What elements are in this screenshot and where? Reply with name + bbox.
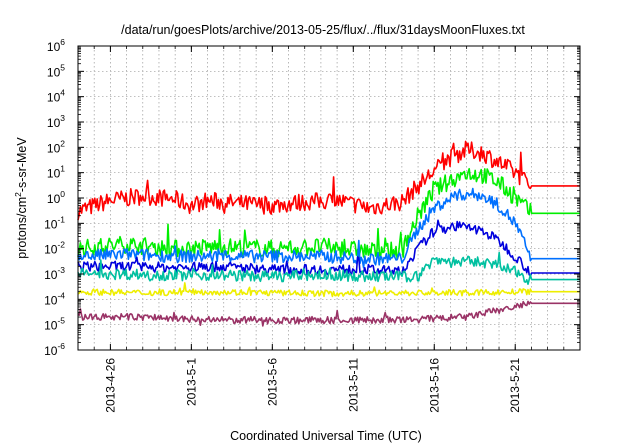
y-tick-exp: -1 [57,214,65,224]
y-tick-label: 105 [47,62,65,79]
flux-series-line [77,251,580,285]
y-tick-base: 10 [44,217,58,231]
y-tick-label: 102 [47,138,65,155]
y-tick-base: 10 [47,141,61,155]
x-axis-label: Coordinated Universal Time (UTC) [230,429,422,443]
y-tick-base: 10 [44,344,58,358]
y-tick-exp: 1 [60,164,65,174]
y-tick-base: 10 [47,91,61,105]
y-tick-base: 10 [44,268,58,282]
y-tick-label: 10-4 [44,290,65,307]
y-tick-exp: 3 [60,113,65,123]
y-axis-label-main: protons/cm [15,197,29,259]
y-tick-label: 10-3 [44,265,65,282]
y-tick-base: 10 [44,319,58,333]
y-tick-label: 10-2 [44,240,65,257]
y-tick-base: 10 [47,167,61,181]
y-tick-exp: 5 [60,62,65,72]
y-axis-label-sup: 2 [13,192,23,197]
y-tick-label: 106 [47,37,65,54]
y-tick-base: 10 [44,243,58,257]
x-tick-label: 2013-5-1 [184,358,198,406]
x-tick-label: 2013-5-11 [346,358,360,412]
y-tick-exp: -3 [57,265,65,275]
data-series [77,140,580,327]
y-axis-label-rest: -s-sr-MeV [15,137,29,193]
y-tick-label: 10-5 [44,316,65,333]
x-tick-label: 2013-4-26 [103,358,117,413]
y-tick-base: 10 [47,65,61,79]
y-tick-exp: -4 [57,290,65,300]
y-axis-label: protons/cm2-s-sr-MeV [13,137,29,259]
y-tick-base: 10 [47,192,61,206]
x-tick-label: 2013-5-21 [508,358,522,413]
y-tick-exp: 2 [60,138,65,148]
y-tick-exp: -5 [57,316,65,326]
y-tick-exp: 4 [60,88,65,98]
y-tick-base: 10 [47,40,61,54]
tick-marks [78,45,580,351]
flux-series-line [77,282,580,298]
y-tick-label: 10-6 [44,341,65,358]
y-tick-label: 101 [47,164,65,181]
y-tick-exp: 0 [60,189,65,199]
y-tick-label: 104 [47,88,65,105]
y-tick-base: 10 [44,293,58,307]
x-tick-labels: 2013-4-26 2013-5-1 2013-5-6 2013-5-11 2013-5… [103,358,522,413]
flux-series-line [77,219,580,277]
y-tick-base: 10 [47,116,61,130]
flux-series-line [77,300,580,327]
flux-series-line [77,187,580,269]
flux-series-line [77,140,580,221]
y-tick-exp: -6 [57,341,65,351]
x-tick-label: 2013-5-6 [265,358,279,406]
y-tick-label: 103 [47,113,65,130]
x-tick-label: 2013-5-16 [427,358,441,413]
y-tick-exp: 6 [60,37,65,47]
y-tick-label: 100 [47,189,65,206]
y-tick-exp: -2 [57,240,65,250]
chart-title: /data/run/goesPlots/archive/2013-05-25/f… [121,23,525,37]
y-tick-label: 10-1 [44,214,65,231]
y-tick-labels: 10610510410310210110010-110-210-310-410-… [44,37,65,358]
flux-series-line [77,167,580,261]
